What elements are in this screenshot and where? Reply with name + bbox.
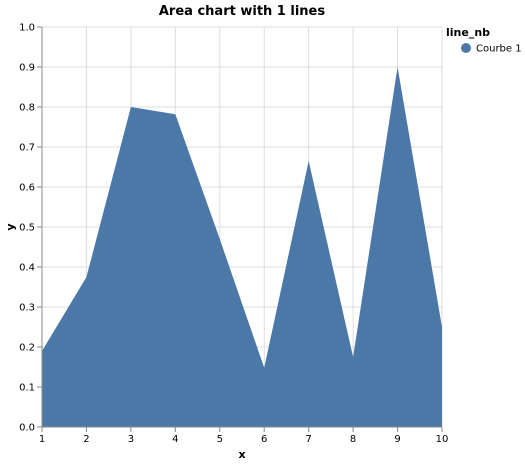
axes: 1 2 3 4 5 6 7 8 9 10 0.0 0.1 0.2 0.3 0.4 0.5 0.6 0.7 0.8 0.… <box>19 23 448 446</box>
x-tick-label: 10 <box>436 434 449 445</box>
y-tick-label: 0.4 <box>19 263 35 274</box>
y-tick-label: 0.7 <box>19 143 35 154</box>
x-tick-label: 9 <box>394 434 400 445</box>
legend-entry-label: Courbe 1 <box>476 44 522 55</box>
y-tick-label: 0.8 <box>19 103 35 114</box>
y-tick-label: 0.5 <box>19 223 35 234</box>
y-axis-title: y <box>4 223 17 230</box>
plot-area <box>42 67 442 427</box>
x-tick-label: 2 <box>83 434 89 445</box>
x-tick-label: 5 <box>217 434 223 445</box>
x-tick-label: 3 <box>128 434 134 445</box>
y-tick-label: 0.0 <box>19 423 35 434</box>
y-tick-label: 1.0 <box>19 23 35 34</box>
chart-title: Area chart with 1 lines <box>159 4 325 19</box>
legend-swatch <box>461 43 471 53</box>
x-tick-label: 1 <box>39 434 45 445</box>
y-tick-label: 0.9 <box>19 63 35 74</box>
x-axis-title: x <box>238 448 245 461</box>
x-tick-label: 4 <box>172 434 178 445</box>
legend-title: line_nb <box>446 26 490 39</box>
y-tick-label: 0.6 <box>19 183 35 194</box>
x-tick-label: 6 <box>261 434 267 445</box>
y-tick-label: 0.2 <box>19 343 35 354</box>
area-series-courbe-1 <box>42 67 442 427</box>
y-tick-label: 0.1 <box>19 383 35 394</box>
legend: line_nb Courbe 1 <box>446 26 522 55</box>
x-tick-label: 8 <box>350 434 356 445</box>
x-tick-label: 7 <box>305 434 311 445</box>
y-tick-label: 0.3 <box>19 303 35 314</box>
